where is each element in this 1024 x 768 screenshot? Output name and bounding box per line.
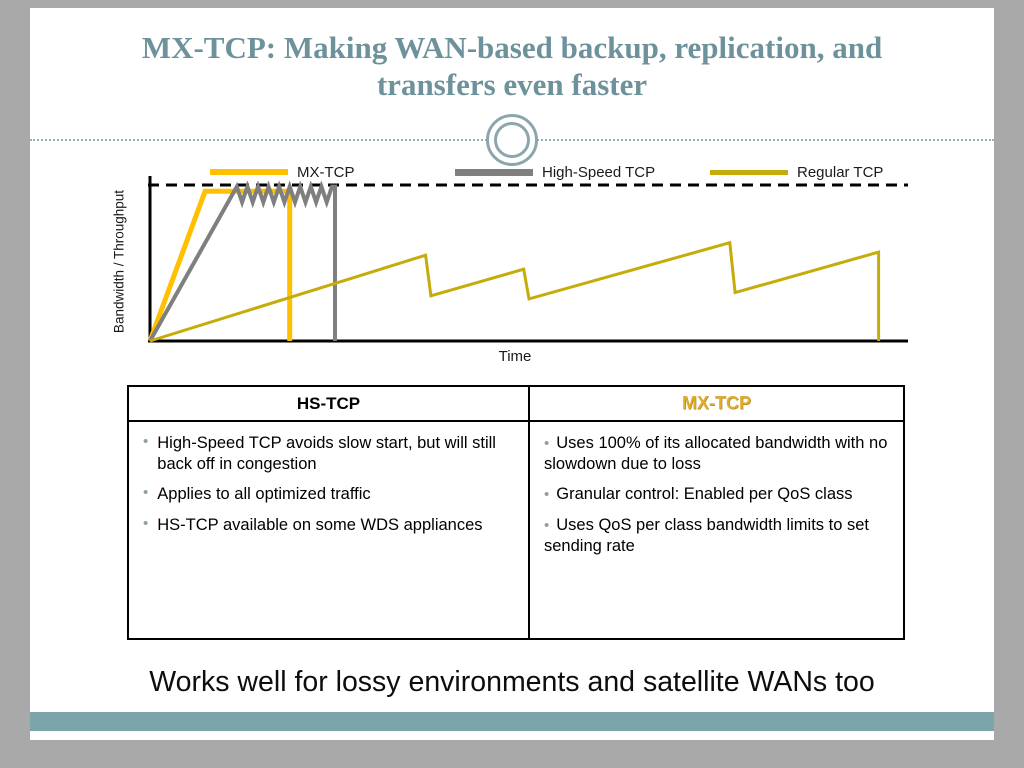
legend-item-high-speed-tcp: High-Speed TCP xyxy=(455,162,655,182)
legend-swatch-mx-tcp xyxy=(210,169,288,175)
slide-title: MX-TCP: Making WAN-based backup, replica… xyxy=(141,30,883,102)
bullet-text: Granular control: Enabled per QoS class xyxy=(556,485,853,504)
footer-accent-band xyxy=(30,712,994,731)
slide: MX-TCP: Making WAN-based backup, replica… xyxy=(30,8,994,740)
divider-circle-ornament xyxy=(486,114,538,166)
bullet-dot: • xyxy=(544,486,550,504)
bullet-item: • Uses QoS per class bandwidth limits to … xyxy=(544,515,891,556)
bullet-item: • High-Speed TCP avoids slow start, but w… xyxy=(143,433,516,474)
bullet-dot: • xyxy=(143,514,149,532)
bullet-dot: • xyxy=(143,433,149,450)
bullet-dot: • xyxy=(143,484,149,502)
x-axis-label: Time xyxy=(498,348,532,365)
table-header-hs-tcp: HS-TCP xyxy=(129,387,530,422)
takeaway-statement: Works well for lossy environments and sa… xyxy=(149,666,875,698)
bullet-text: Uses 100% of its allocated bandwidth wit… xyxy=(544,434,888,473)
legend-label-mx-tcp: MX-TCP xyxy=(297,163,355,181)
y-axis-label: Bandwidth / Throughput xyxy=(111,189,127,334)
bullet-text: Applies to all optimized traffic xyxy=(157,485,371,504)
bullet-text: Uses QoS per class bandwidth limits to s… xyxy=(544,516,869,555)
series-line-high-speed-tcp xyxy=(148,180,337,342)
legend-label-high-speed-tcp: High-Speed TCP xyxy=(542,163,656,181)
legend-item-mx-tcp: MX-TCP xyxy=(210,162,355,182)
bullet-item: • Applies to all optimized traffic xyxy=(143,484,516,505)
throughput-vs-time-chart xyxy=(147,176,908,343)
legend-label-regular-tcp: Regular TCP xyxy=(797,163,884,181)
legend-swatch-regular-tcp xyxy=(710,169,788,175)
bullet-text: High-Speed TCP avoids slow start, but wi… xyxy=(157,434,496,473)
bullet-item: • HS-TCP available on some WDS appliances xyxy=(143,515,516,536)
legend-swatch-high-speed-tcp xyxy=(455,168,533,176)
table-header-mx-tcp: MX-TCP xyxy=(530,387,903,422)
series-line-regular-tcp xyxy=(149,240,881,343)
bullet-item: • Granular control: Enabled per QoS class xyxy=(544,484,891,505)
table-cell-mx-tcp-bullets: • Uses 100% of its allocated bandwidth wi… xyxy=(530,422,903,638)
bullet-dot: • xyxy=(544,517,550,535)
bullet-item: • Uses 100% of its allocated bandwidth wi… xyxy=(544,433,891,474)
bullet-text: HS-TCP available on some WDS appliances xyxy=(157,515,483,534)
comparison-table: HS-TCP MX-TCP • High-Speed TCP avoids slo… xyxy=(127,385,905,640)
divider-circle-inner-ring xyxy=(494,122,530,158)
bullet-dot: • xyxy=(544,435,550,452)
table-cell-hs-tcp-bullets: • High-Speed TCP avoids slow start, but w… xyxy=(129,422,530,638)
legend-item-regular-tcp: Regular TCP xyxy=(710,162,883,182)
